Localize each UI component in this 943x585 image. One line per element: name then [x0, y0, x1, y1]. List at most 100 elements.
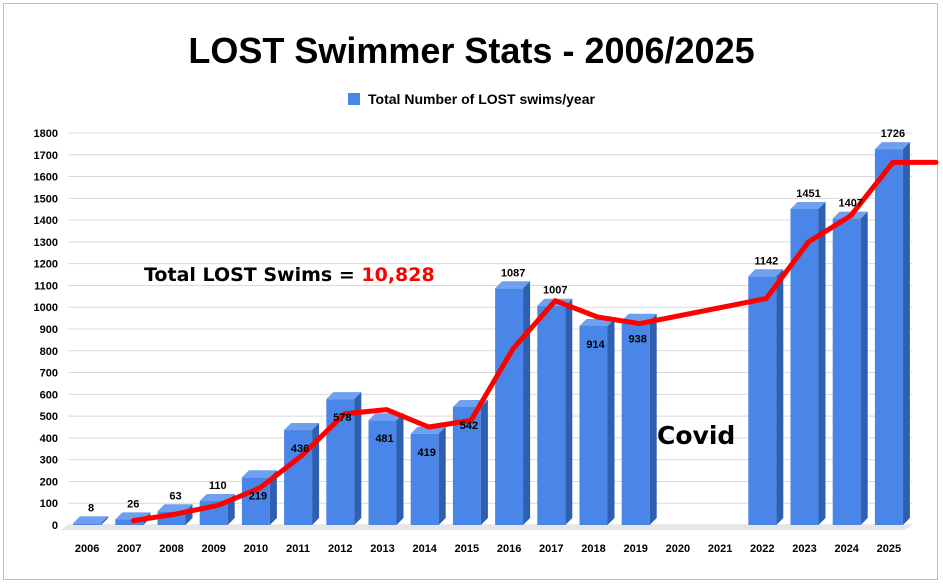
data-label: 63 — [169, 490, 181, 502]
covid-annotation: Covid — [657, 421, 736, 450]
data-label: 1451 — [796, 188, 820, 200]
data-label: 914 — [586, 339, 605, 351]
x-tick-label: 2008 — [159, 543, 183, 555]
bar-top — [748, 269, 784, 277]
data-label: 436 — [291, 443, 309, 455]
y-tick-label: 200 — [40, 476, 58, 488]
bar-top — [790, 202, 826, 210]
data-label: 481 — [375, 433, 393, 445]
bar-side — [438, 426, 446, 525]
bar — [748, 269, 784, 525]
bar-side — [480, 399, 488, 525]
bar-top — [410, 426, 446, 434]
legend-label: Total Number of LOST swims/year — [368, 91, 595, 107]
x-tick-label: 2024 — [834, 543, 859, 555]
bar-front — [748, 276, 777, 525]
y-tick-label: 300 — [40, 455, 58, 467]
bar-side — [396, 413, 404, 525]
x-tick-label: 2021 — [708, 543, 732, 555]
bar-front — [284, 430, 313, 525]
y-tick-label: 1000 — [34, 302, 58, 314]
y-tick-label: 900 — [40, 324, 58, 336]
bar — [579, 318, 615, 525]
data-label: 8 — [88, 502, 94, 514]
bar-top — [495, 281, 531, 289]
total-swims-value: 10,828 — [361, 264, 435, 286]
x-tick-label: 2017 — [539, 543, 563, 555]
y-tick-label: 1300 — [34, 237, 58, 249]
bar-side — [860, 211, 868, 525]
x-tick-label: 2023 — [792, 543, 816, 555]
bar — [537, 298, 573, 525]
bar-side — [902, 142, 910, 526]
y-tick-label: 0 — [52, 520, 58, 532]
y-tick-label: 400 — [40, 433, 58, 445]
bar-top — [874, 142, 910, 150]
bar-top — [326, 392, 362, 400]
bar-side — [523, 281, 531, 525]
bar-front — [579, 325, 608, 525]
bar — [368, 413, 404, 525]
legend: Total Number of LOST swims/year — [0, 91, 943, 107]
bar-side — [649, 313, 657, 525]
data-label: 419 — [418, 447, 436, 459]
x-tick-label: 2011 — [286, 543, 310, 555]
bar-front — [621, 320, 650, 525]
x-tick-label: 2025 — [877, 543, 901, 555]
bar-front — [115, 519, 144, 525]
x-tick-label: 2016 — [497, 543, 521, 555]
bar-side — [269, 470, 277, 525]
total-swims-annotation: Total LOST Swims = 10,828 — [144, 264, 435, 286]
data-label: 1407 — [838, 198, 862, 210]
x-tick-label: 2007 — [117, 543, 141, 555]
x-tick-label: 2019 — [623, 543, 647, 555]
data-label: 219 — [249, 490, 267, 502]
bar-top — [157, 504, 193, 512]
bar-side — [607, 318, 615, 525]
bar-front — [874, 149, 903, 526]
bar-side — [565, 298, 573, 525]
total-swims-label: Total LOST Swims = — [144, 264, 362, 286]
bar-front — [537, 305, 566, 525]
bar-top — [73, 516, 109, 524]
y-tick-label: 1800 — [34, 128, 58, 140]
y-tick-label: 1400 — [34, 215, 58, 227]
bar — [284, 423, 320, 525]
bar-side — [776, 269, 784, 525]
x-tick-label: 2006 — [75, 543, 99, 555]
bar — [874, 142, 910, 526]
x-tick-label: 2014 — [412, 543, 437, 555]
x-tick-label: 2015 — [455, 543, 479, 555]
bar — [73, 516, 109, 525]
bar-front — [410, 433, 439, 525]
bar — [621, 313, 657, 525]
bar-top — [241, 470, 277, 478]
y-tick-label: 500 — [40, 411, 58, 423]
floor — [61, 525, 912, 530]
x-tick-label: 2013 — [370, 543, 394, 555]
bar-top — [284, 423, 320, 431]
data-label: 1726 — [881, 128, 905, 140]
y-tick-label: 100 — [40, 498, 58, 510]
y-tick-label: 1700 — [34, 150, 58, 162]
x-tick-label: 2020 — [666, 543, 690, 555]
legend-swatch — [348, 93, 361, 105]
bar-front — [452, 406, 481, 525]
bar-front — [495, 288, 524, 525]
x-tick-label: 2009 — [201, 543, 225, 555]
y-tick-label: 600 — [40, 389, 58, 401]
data-label: 110 — [209, 480, 227, 492]
bar-front — [73, 523, 102, 525]
data-label: 938 — [629, 334, 647, 346]
bar — [832, 211, 868, 525]
bar-side — [818, 202, 826, 525]
data-label: 578 — [333, 412, 351, 424]
data-label: 26 — [127, 498, 139, 510]
x-tick-label: 2012 — [328, 543, 352, 555]
bar-top — [621, 313, 657, 321]
y-tick-label: 700 — [40, 368, 58, 380]
bar — [410, 426, 446, 525]
bar — [495, 281, 531, 525]
bar — [790, 202, 826, 525]
